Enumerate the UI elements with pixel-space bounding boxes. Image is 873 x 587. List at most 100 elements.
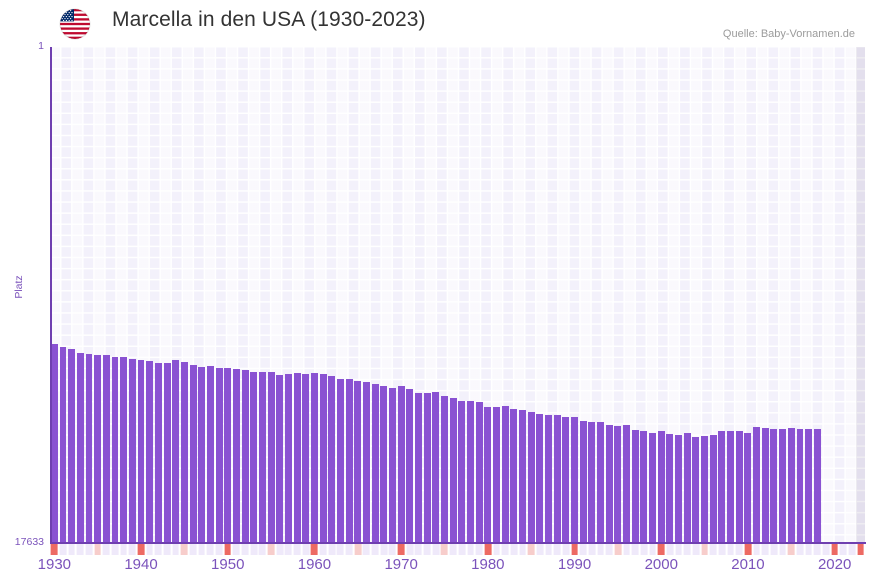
bar[interactable] [76, 352, 84, 542]
bar[interactable] [250, 371, 258, 542]
bar[interactable] [354, 381, 362, 542]
bar[interactable] [744, 432, 752, 542]
bar[interactable] [189, 365, 197, 542]
bar[interactable] [397, 386, 405, 542]
x-axis-tick-mark [493, 544, 500, 555]
bar[interactable] [536, 413, 544, 542]
bar[interactable] [501, 406, 509, 542]
bar[interactable] [267, 371, 275, 542]
bar[interactable] [441, 395, 448, 542]
bar[interactable] [770, 428, 778, 542]
y-axis-top-tick-label: 1 [38, 40, 44, 52]
bar[interactable] [128, 359, 136, 542]
bar[interactable] [683, 433, 691, 542]
bar[interactable] [623, 425, 631, 542]
bar[interactable] [198, 366, 206, 542]
x-axis-tick-mark [813, 544, 821, 555]
bar[interactable] [692, 437, 700, 542]
bar[interactable] [85, 354, 93, 542]
bar[interactable] [666, 433, 674, 542]
bar[interactable] [389, 388, 396, 542]
bar-chart-plot-area[interactable] [50, 47, 865, 542]
bar[interactable] [787, 428, 795, 542]
bar[interactable] [232, 369, 240, 542]
bar[interactable] [813, 429, 821, 542]
bar[interactable] [449, 398, 457, 542]
bar[interactable] [206, 366, 214, 542]
bar[interactable] [345, 378, 353, 542]
bar[interactable] [362, 381, 370, 542]
bar[interactable] [657, 430, 665, 542]
bar[interactable] [493, 407, 500, 542]
bar[interactable] [597, 421, 604, 542]
bar[interactable] [415, 392, 422, 542]
bar[interactable] [163, 362, 171, 542]
bar[interactable] [180, 361, 188, 542]
bar[interactable] [293, 373, 301, 542]
bar[interactable] [675, 434, 683, 542]
bar[interactable] [727, 431, 735, 542]
bar[interactable] [605, 424, 613, 542]
bar[interactable] [475, 402, 483, 542]
bar[interactable] [761, 428, 769, 542]
bar[interactable] [111, 356, 119, 542]
x-axis-tick-mark [675, 544, 682, 555]
bar[interactable] [753, 427, 761, 542]
bar[interactable] [302, 374, 310, 542]
x-axis-tick-mark [597, 544, 604, 555]
bar[interactable] [458, 401, 466, 542]
bar[interactable] [328, 375, 336, 542]
bar[interactable] [276, 374, 284, 542]
bar[interactable] [614, 426, 622, 542]
bar[interactable] [562, 416, 570, 542]
bar[interactable] [701, 436, 709, 542]
bar[interactable] [423, 393, 431, 542]
bar[interactable] [649, 432, 657, 542]
bar[interactable] [735, 431, 743, 542]
bar[interactable] [640, 430, 648, 542]
bar[interactable] [553, 414, 561, 542]
bar[interactable] [571, 416, 578, 542]
bar[interactable] [172, 360, 180, 542]
bar[interactable] [241, 369, 249, 542]
bar[interactable] [519, 410, 526, 542]
bar[interactable] [215, 367, 223, 542]
bar[interactable] [527, 412, 535, 542]
bar[interactable] [709, 434, 717, 542]
bar[interactable] [545, 414, 552, 542]
bar[interactable] [588, 422, 596, 542]
bar[interactable] [319, 374, 327, 542]
bar[interactable] [467, 401, 474, 542]
bar[interactable] [579, 420, 587, 542]
bar[interactable] [631, 429, 639, 542]
bar[interactable] [510, 408, 518, 542]
bar[interactable] [224, 368, 232, 542]
bar[interactable] [68, 349, 76, 542]
bar[interactable] [154, 362, 162, 542]
bar[interactable] [371, 383, 379, 542]
bar[interactable] [50, 344, 58, 542]
x-axis-tick-mark [640, 544, 648, 555]
bar[interactable] [484, 407, 492, 542]
bar[interactable] [137, 360, 145, 542]
bar[interactable] [718, 430, 726, 542]
bar[interactable] [805, 429, 813, 542]
x-axis-tick-mark [536, 544, 544, 555]
bar[interactable] [310, 373, 318, 542]
bar[interactable] [406, 389, 414, 542]
x-axis-tick-mark [857, 544, 865, 555]
bar[interactable] [146, 361, 154, 542]
x-axis-tick-mark [302, 544, 310, 555]
x-axis-tick-label: 1930 [37, 556, 72, 573]
bar[interactable] [102, 354, 110, 542]
bar[interactable] [94, 354, 102, 542]
bar[interactable] [779, 428, 787, 542]
bar[interactable] [120, 356, 128, 542]
bar[interactable] [59, 347, 67, 542]
bar[interactable] [796, 428, 804, 542]
bar[interactable] [284, 373, 292, 542]
bar[interactable] [432, 392, 440, 542]
bar[interactable] [258, 371, 266, 542]
bar[interactable] [380, 386, 388, 542]
bar[interactable] [336, 378, 344, 542]
